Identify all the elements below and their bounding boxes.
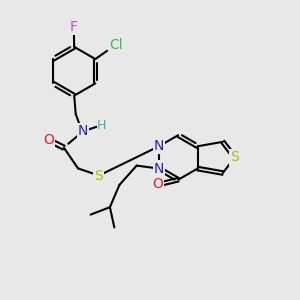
Text: N: N <box>154 139 164 153</box>
Text: O: O <box>152 177 163 191</box>
Text: S: S <box>94 169 103 183</box>
Text: Cl: Cl <box>109 38 123 52</box>
Text: F: F <box>70 20 78 34</box>
Text: H: H <box>97 118 106 131</box>
Text: N: N <box>78 124 88 138</box>
Text: O: O <box>44 133 54 147</box>
Text: S: S <box>230 150 239 164</box>
Text: N: N <box>154 162 164 176</box>
